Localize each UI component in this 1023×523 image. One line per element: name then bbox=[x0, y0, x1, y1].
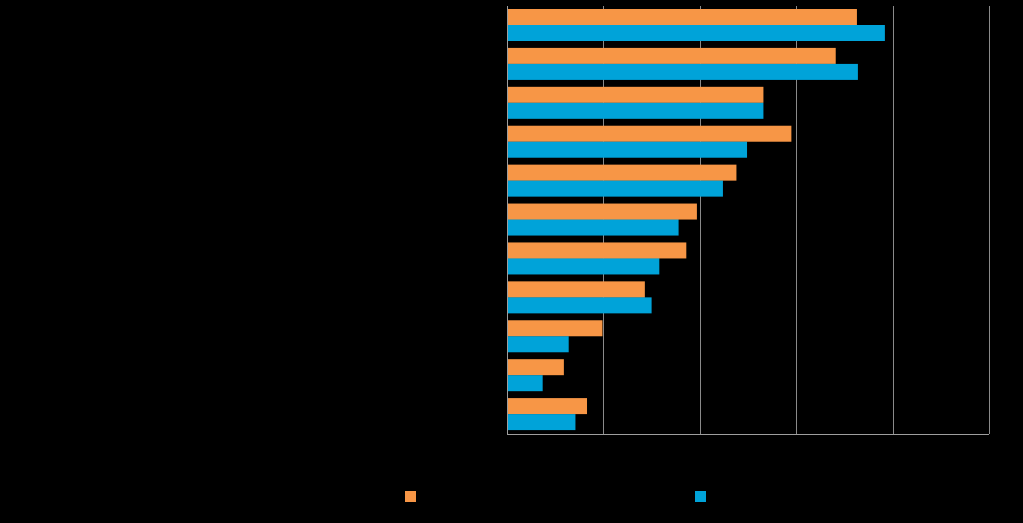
bar-series2-item5 bbox=[507, 180, 723, 197]
bar-series2-item8 bbox=[507, 297, 652, 314]
legend bbox=[405, 491, 706, 502]
bar-series2-item1 bbox=[507, 25, 885, 41]
bar-series1-item1 bbox=[507, 9, 857, 25]
bar-series1-item2 bbox=[507, 47, 836, 64]
bar-series1-item11 bbox=[507, 398, 588, 415]
bar-series2-item7 bbox=[507, 258, 660, 275]
axes bbox=[507, 6, 989, 435]
bar-series1-item9 bbox=[507, 320, 603, 337]
bar-series2-item6 bbox=[507, 219, 679, 236]
legend-swatch-series2 bbox=[695, 491, 706, 502]
bars bbox=[507, 9, 885, 431]
bar-series1-item10 bbox=[507, 359, 564, 376]
legend-swatch-series1 bbox=[405, 491, 416, 502]
bar-series2-item3 bbox=[507, 102, 764, 119]
bar-series1-item7 bbox=[507, 242, 687, 259]
bar-series2-item4 bbox=[507, 141, 748, 158]
bar-series2-item11 bbox=[507, 414, 576, 431]
bar-series1-item8 bbox=[507, 281, 645, 298]
bar-series1-item3 bbox=[507, 86, 764, 103]
bar-series2-item10 bbox=[507, 375, 543, 392]
bar-series1-item6 bbox=[507, 203, 697, 220]
bar-series1-item5 bbox=[507, 164, 737, 181]
bar-series1-item4 bbox=[507, 125, 792, 142]
bar-series2-item9 bbox=[507, 336, 569, 353]
bar-series2-item2 bbox=[507, 63, 858, 80]
